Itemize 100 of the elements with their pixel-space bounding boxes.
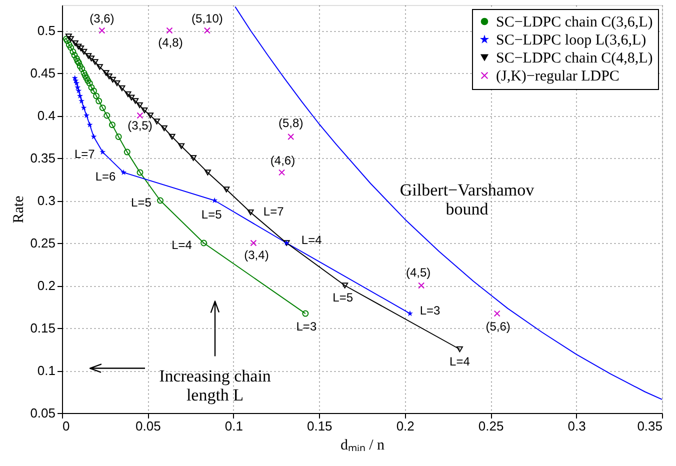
point <box>90 88 97 94</box>
point <box>124 91 132 98</box>
x-tick-label: 0 <box>62 418 70 434</box>
point <box>136 112 144 119</box>
x-tick-label: 0.25 <box>478 418 504 434</box>
point <box>68 36 74 42</box>
y-axis-title: Rate <box>11 195 28 224</box>
annotation: L=5 <box>332 290 354 304</box>
point <box>250 240 257 246</box>
point <box>99 104 106 112</box>
point <box>88 84 95 91</box>
point <box>78 45 84 52</box>
point <box>154 118 160 124</box>
y-tick-label: 0.4 <box>37 108 56 123</box>
y-tick-label: 0.3 <box>37 193 56 208</box>
y-tick-label: 0.2 <box>37 278 56 293</box>
point <box>86 80 93 86</box>
annotation: L=4 <box>301 233 322 247</box>
point <box>73 55 80 62</box>
point <box>75 44 82 50</box>
point <box>65 34 72 40</box>
point <box>72 74 78 81</box>
y-tick-label: 0.05 <box>30 406 56 420</box>
annotation: (3,5) <box>128 118 152 132</box>
point <box>190 155 197 161</box>
point <box>80 70 88 76</box>
point <box>156 197 164 204</box>
point <box>71 52 78 58</box>
point <box>85 53 92 59</box>
x-tick-label: 0.2 <box>396 418 414 434</box>
x-tick-label: 0.05 <box>136 418 161 434</box>
annotation: L=3 <box>296 320 317 334</box>
point <box>102 70 110 76</box>
point <box>120 169 127 176</box>
point <box>278 169 286 176</box>
point <box>76 92 84 99</box>
point <box>418 282 425 289</box>
y-tick-label: 0.15 <box>30 320 56 336</box>
point <box>110 76 116 83</box>
point <box>84 77 92 84</box>
annotation: Increasing chain length L <box>159 366 272 404</box>
annotation: L=4 <box>450 354 470 368</box>
point <box>114 80 120 86</box>
point <box>68 44 74 51</box>
annotation: (3,4) <box>244 248 269 262</box>
point <box>118 85 126 92</box>
point <box>406 310 414 316</box>
x-axis-title: dₘᵢₙ / n <box>340 438 386 454</box>
line-series <box>234 6 662 400</box>
annotation: (4,5) <box>406 266 431 280</box>
point <box>288 134 294 140</box>
x-tick-label: 0.15 <box>306 418 332 434</box>
point <box>136 169 144 176</box>
y-tick-label: 0.5 <box>37 23 56 38</box>
point <box>136 102 143 108</box>
point <box>132 98 139 104</box>
y-tick-label: 0.35 <box>30 150 56 166</box>
point <box>212 197 218 204</box>
annotation: (3,6) <box>90 12 114 26</box>
point <box>178 143 185 149</box>
point <box>108 122 116 128</box>
legend-label: SC−LDPC chain C(4,8,L) <box>496 50 653 66</box>
point <box>84 112 90 118</box>
y-tick-label: 0.1 <box>37 363 56 378</box>
point <box>247 210 254 216</box>
annotation: L=7 <box>263 204 284 218</box>
legend-label: (J,K)−regular LDPC <box>496 68 620 84</box>
point <box>204 27 210 34</box>
point <box>115 134 122 140</box>
x-tick-label: 0.35 <box>637 418 662 434</box>
point <box>78 66 86 72</box>
annotation: L=4 <box>172 238 192 252</box>
point <box>342 282 348 288</box>
point <box>92 59 98 65</box>
annotation: (5,8) <box>278 116 304 130</box>
point <box>106 74 112 80</box>
annotation: L=5 <box>131 196 152 210</box>
annotation: L=5 <box>201 208 222 222</box>
annotation: (5,6) <box>486 320 510 334</box>
annotation: (4,8) <box>158 36 183 50</box>
annotation: L=7 <box>74 147 96 162</box>
legend-label: SC−LDPC chain C(3,6,L) <box>496 14 653 30</box>
point <box>66 42 72 48</box>
point <box>128 94 135 101</box>
point <box>86 122 93 128</box>
point <box>104 112 110 119</box>
point <box>76 62 84 70</box>
point <box>96 64 103 70</box>
point <box>82 72 88 79</box>
y-tick-label: 0.45 <box>30 66 56 80</box>
point <box>494 310 500 317</box>
point <box>223 186 230 192</box>
point <box>98 27 106 34</box>
point <box>74 58 81 64</box>
annotation: Gilbert−Varshamov bound <box>400 180 535 219</box>
point <box>90 134 97 140</box>
point <box>100 148 106 155</box>
point <box>80 104 87 110</box>
x-tick-label: 0.1 <box>224 418 243 434</box>
point <box>70 48 76 55</box>
